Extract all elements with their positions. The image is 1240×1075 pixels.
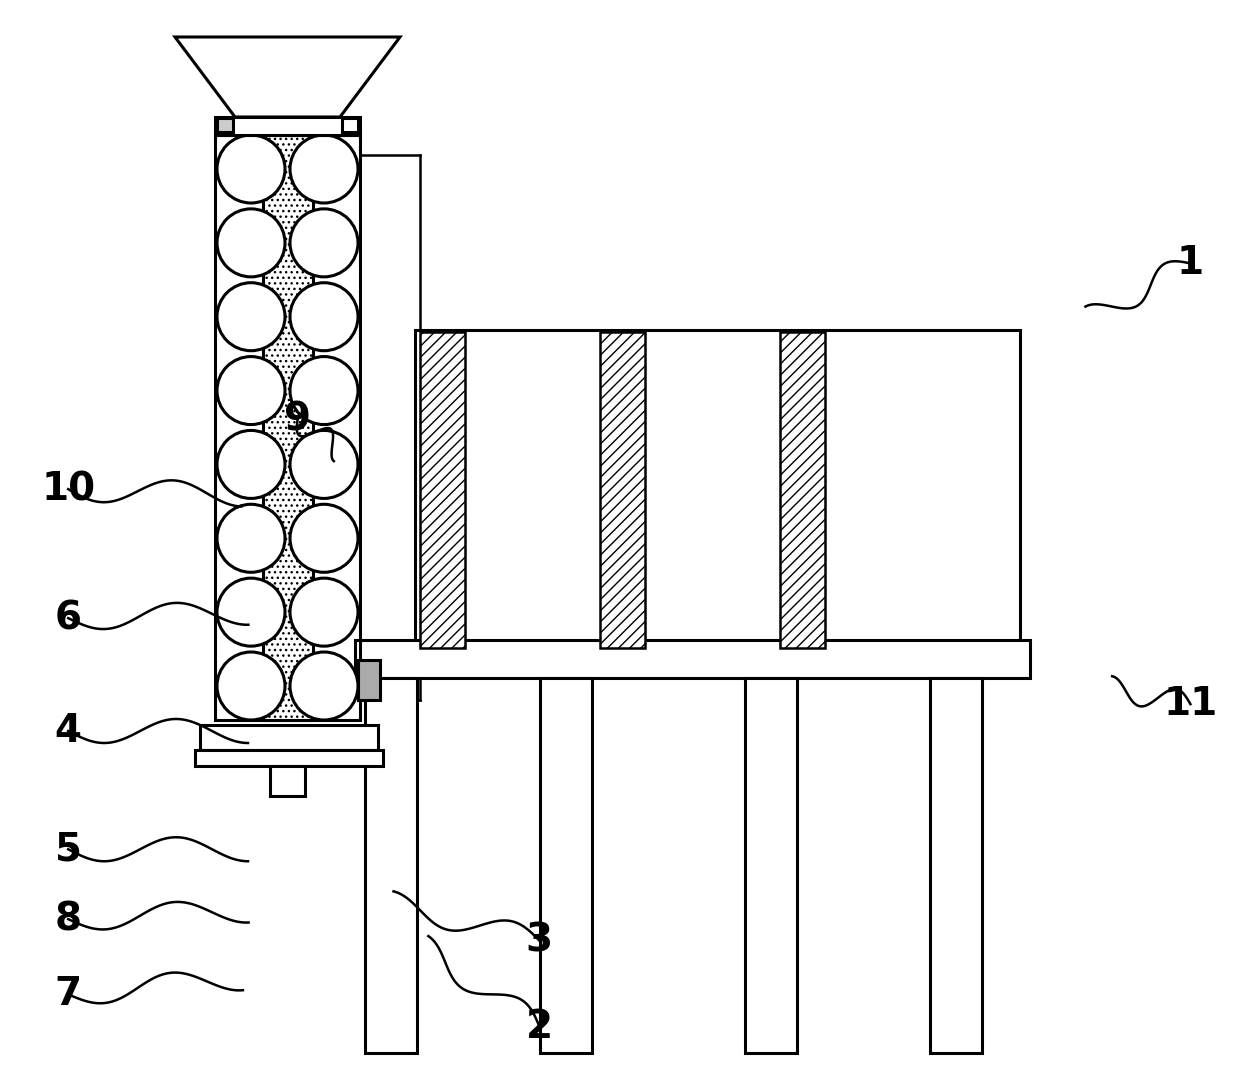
Text: 10: 10 <box>41 470 95 508</box>
Text: 5: 5 <box>55 830 82 869</box>
Circle shape <box>290 504 358 572</box>
Circle shape <box>290 135 358 203</box>
Bar <box>365 678 417 1054</box>
Bar <box>215 117 360 135</box>
Text: 8: 8 <box>55 900 82 938</box>
Circle shape <box>290 578 358 646</box>
Bar <box>270 766 305 795</box>
Polygon shape <box>175 37 401 117</box>
Bar <box>358 660 379 700</box>
Text: 2: 2 <box>526 1007 553 1046</box>
Text: 3: 3 <box>526 921 553 960</box>
Text: 4: 4 <box>55 712 82 750</box>
Circle shape <box>217 653 285 720</box>
Bar <box>420 332 465 648</box>
Bar <box>600 332 645 648</box>
Bar <box>415 330 1021 650</box>
Circle shape <box>217 209 285 277</box>
Text: 7: 7 <box>55 975 82 1014</box>
Circle shape <box>217 135 285 203</box>
Circle shape <box>217 504 285 572</box>
Bar <box>355 640 1030 678</box>
Circle shape <box>290 283 358 350</box>
Bar <box>930 678 982 1054</box>
Bar <box>263 135 312 720</box>
Bar <box>342 118 358 132</box>
Bar <box>539 678 591 1054</box>
Circle shape <box>217 578 285 646</box>
Text: 1: 1 <box>1177 244 1204 283</box>
Bar <box>745 678 797 1054</box>
Circle shape <box>217 430 285 499</box>
Bar <box>195 750 383 766</box>
Bar <box>215 135 360 720</box>
Text: 11: 11 <box>1163 685 1218 723</box>
Text: 6: 6 <box>55 599 82 637</box>
Circle shape <box>290 653 358 720</box>
Circle shape <box>217 283 285 350</box>
Bar <box>200 725 378 750</box>
Circle shape <box>290 209 358 277</box>
Bar <box>780 332 825 648</box>
Bar <box>217 118 233 132</box>
Circle shape <box>217 357 285 425</box>
Circle shape <box>290 357 358 425</box>
Text: 9: 9 <box>284 400 311 439</box>
Circle shape <box>290 430 358 499</box>
